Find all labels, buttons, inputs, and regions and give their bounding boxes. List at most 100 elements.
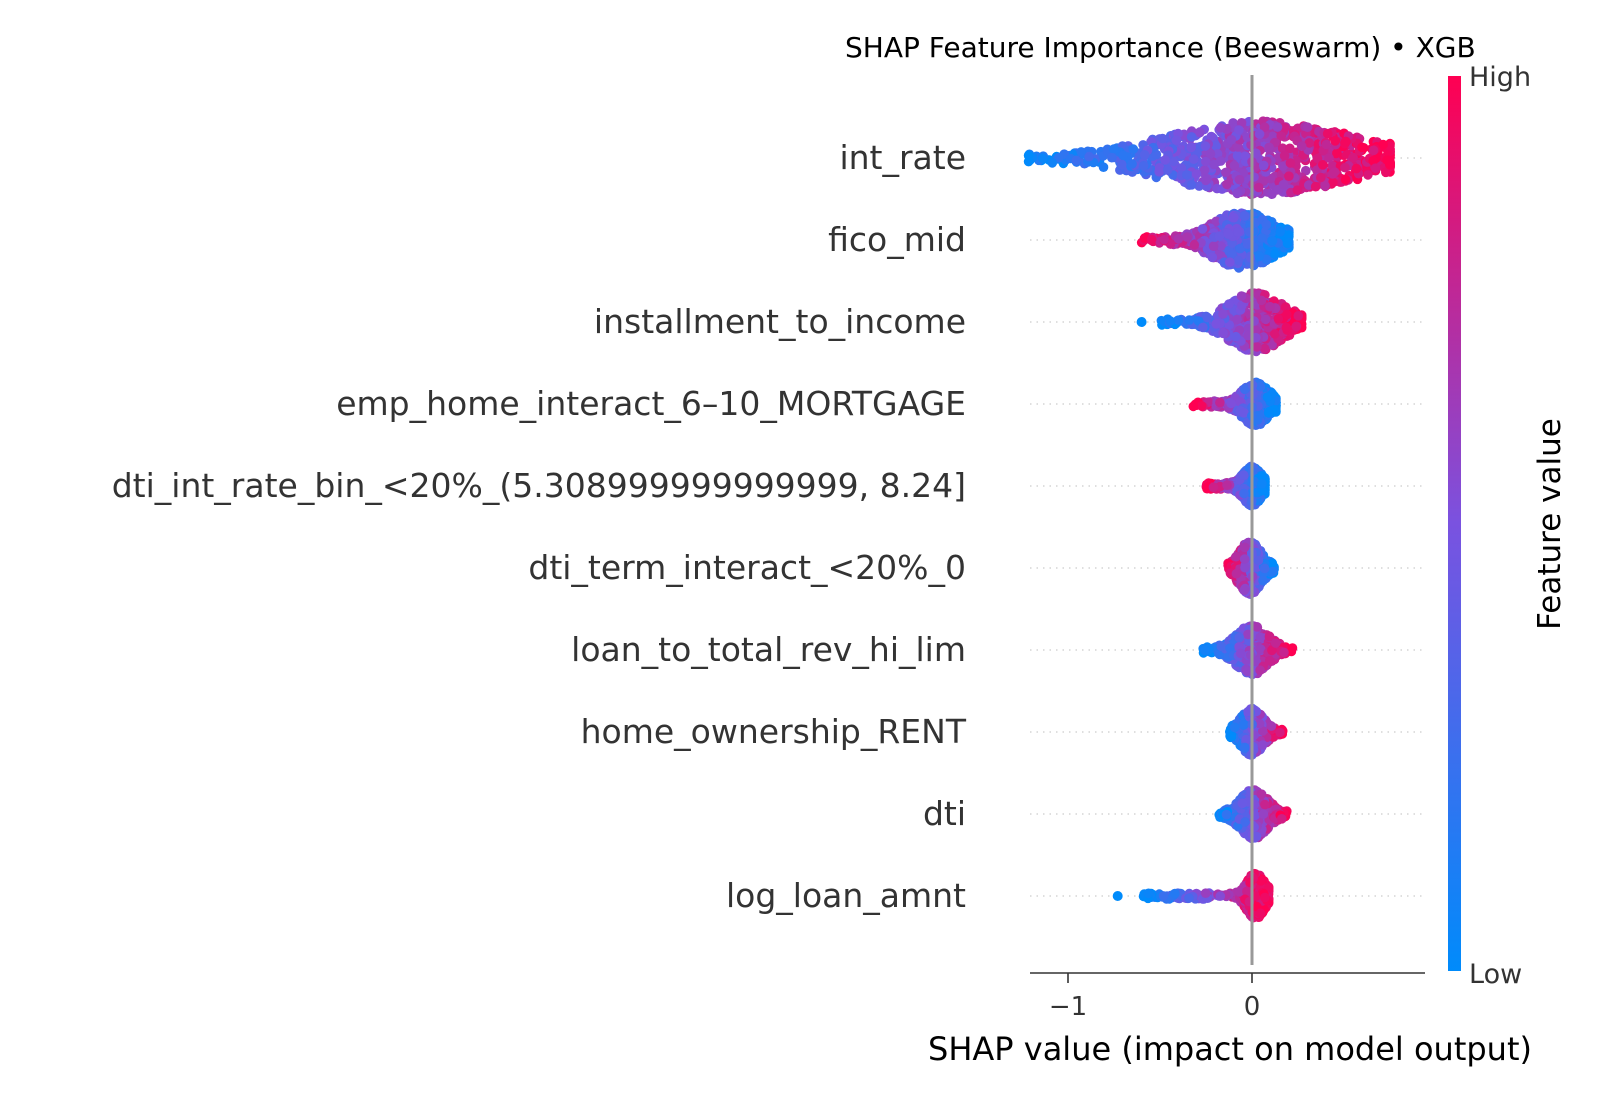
shap-point [1293,311,1304,321]
shap-point [1138,161,1149,171]
shap-point [1191,169,1202,179]
shap-point [1253,555,1264,566]
shap-point [1357,142,1367,153]
shap-point [1139,150,1150,160]
shap-point [1236,118,1247,128]
shap-point [1252,622,1262,632]
shap-point [1328,177,1338,188]
shap-point [1258,575,1268,586]
shap-point [1281,322,1292,333]
shap-point [1265,173,1276,184]
shap-point [1279,647,1289,658]
shap-point [1207,252,1218,263]
shap-point [1254,251,1265,262]
shap-point [1023,156,1034,167]
shap-point [1173,234,1184,244]
shap-point [1169,156,1179,167]
shap-point [1117,160,1127,170]
shap-point [1208,482,1219,493]
shap-point [1162,165,1173,175]
shap-point [1200,141,1211,151]
shap-point [1215,122,1226,133]
shap-point [1206,131,1217,142]
feature-label: fico_mid [828,220,966,259]
shap-point [1277,143,1288,153]
shap-point [1231,331,1241,342]
feature-label: int_rate [839,138,966,177]
shap-point [1241,734,1252,745]
shap-point [1202,312,1213,323]
shap-point [1252,342,1262,352]
shap-point [1236,291,1247,301]
shap-point [1229,212,1239,223]
shap-point [1255,381,1266,392]
feature-label: dti [923,794,966,833]
shap-point [1304,138,1315,148]
shap-point [1118,150,1128,161]
shap-point [1235,648,1246,659]
shap-point [1165,316,1176,326]
shap-point [1208,241,1219,251]
shap-point [1348,152,1358,163]
shap-outlier-point [1136,317,1147,327]
shap-point [1188,401,1199,412]
shap-point [1231,551,1241,562]
feature-label: log_loan_amnt [726,876,966,915]
shap-point [1257,479,1267,489]
shap-point [1368,156,1378,166]
shap-point [1222,179,1232,190]
shap-point [1223,229,1234,239]
shap-point [1037,153,1048,163]
shap-point [1264,142,1274,153]
shap-point [1280,302,1291,312]
shap-point [1340,162,1350,173]
shap-point [1310,181,1321,192]
shap-point [1263,408,1274,418]
shap-point [1209,159,1219,170]
shap-point [1254,129,1265,139]
shap-point [1270,249,1280,259]
shap-point [1226,135,1237,145]
shap-point [1302,122,1313,132]
feature-label: dti_int_rate_bin_<20%_(5.308999999999999… [112,466,966,505]
shap-point [1239,488,1249,499]
feature-label: dti_term_interact_<20%_0 [528,548,966,587]
swarm-points [1023,116,1395,923]
shap-point [1154,166,1164,177]
shap-point [1265,301,1275,312]
shap-point [1237,300,1247,311]
shap-point [1212,149,1223,159]
shap-point [1186,132,1197,142]
shap-point [1127,159,1137,169]
shap-point [1226,398,1236,409]
shap-point [1076,147,1086,157]
shap-point [1266,721,1277,731]
shap-point [1231,568,1242,579]
shap-point [1232,314,1242,325]
shap-point [1261,219,1272,230]
shap-point [1194,181,1204,191]
shap-point [1258,740,1268,750]
shap-point [1233,142,1243,152]
shap-point [1284,171,1294,181]
shap-point [1159,234,1169,245]
feature-label: loan_to_total_rev_hi_lim [571,630,966,669]
shap-point [1233,227,1243,237]
shap-point [1292,185,1303,195]
shap-point [1184,315,1194,325]
shap-point [1195,127,1205,137]
shap-point [1239,211,1250,221]
shap-point [1160,155,1170,165]
shap-point [1240,562,1250,573]
shap-point [1255,632,1266,643]
shap-point [1182,232,1192,242]
shap-point [1234,174,1245,185]
shap-point [1351,163,1362,174]
shap-point [1229,160,1240,171]
shap-point [1272,122,1283,132]
shap-point [1259,563,1270,574]
shap-point [1225,257,1235,268]
shap-point [1098,162,1109,172]
shap-point [1312,153,1323,164]
